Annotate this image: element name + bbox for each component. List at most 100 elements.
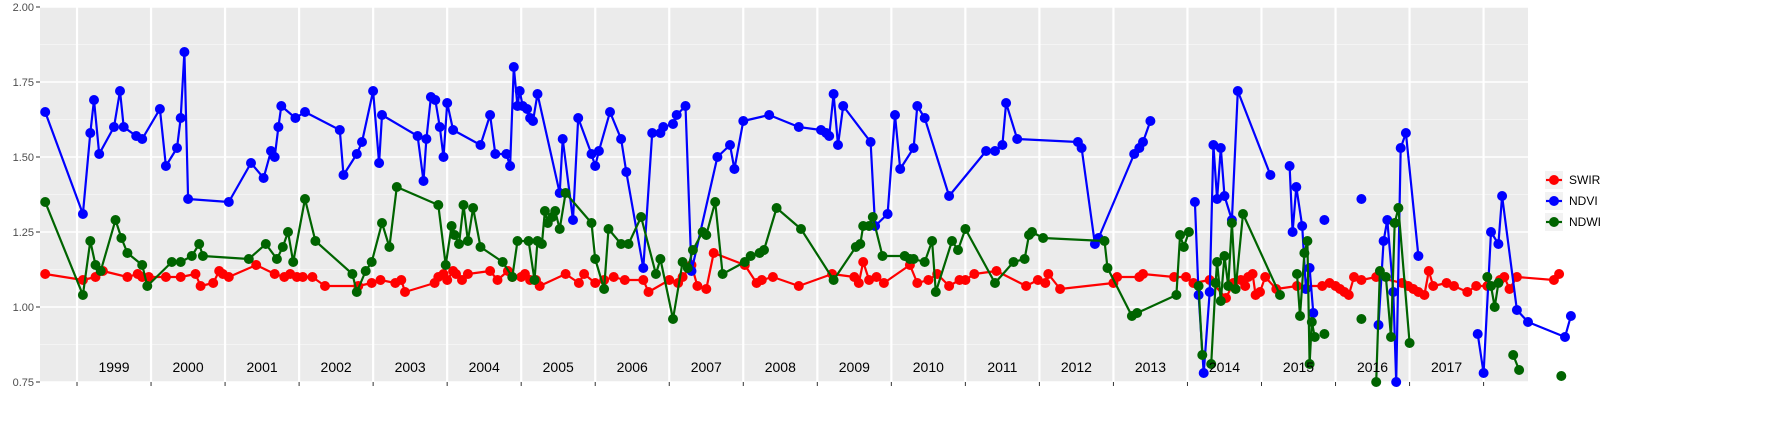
ndwi-point bbox=[771, 203, 782, 213]
swir-point bbox=[793, 281, 804, 291]
ndwi-point bbox=[194, 239, 205, 249]
ndvi-point bbox=[997, 140, 1008, 150]
ndvi-point bbox=[1565, 311, 1576, 321]
ndwi-point bbox=[186, 251, 197, 261]
ndvi-point bbox=[725, 140, 735, 150]
ndwi-point bbox=[1019, 254, 1030, 264]
ndwi-line bbox=[1197, 285, 1204, 356]
ndvi-point bbox=[532, 89, 543, 99]
ndvi-point bbox=[1145, 116, 1156, 126]
swir-point bbox=[251, 260, 262, 270]
ndvi-point bbox=[160, 161, 171, 171]
ndvi-point bbox=[505, 161, 516, 171]
x-axis bbox=[76, 382, 1485, 386]
swir-point bbox=[608, 272, 619, 282]
swir-point bbox=[375, 275, 386, 285]
ndvi-point bbox=[919, 113, 930, 123]
ndvi-point bbox=[605, 107, 615, 117]
ndwi-point bbox=[110, 215, 121, 225]
ndwi-point bbox=[366, 257, 377, 267]
ndwi-point bbox=[137, 260, 148, 270]
ndwi-point bbox=[1171, 290, 1182, 300]
ndvi-point bbox=[522, 104, 533, 114]
ndvi-point bbox=[865, 137, 876, 147]
ndvi-point bbox=[638, 263, 649, 273]
legend-item-ndvi: NDVI bbox=[1545, 192, 1598, 210]
swir-point bbox=[1554, 269, 1565, 279]
ndvi-point bbox=[1497, 191, 1508, 201]
swir-point bbox=[208, 278, 219, 288]
swir-point bbox=[1462, 287, 1473, 297]
swir-point bbox=[195, 281, 206, 291]
ndwi-point bbox=[1493, 278, 1504, 288]
ndwi-point bbox=[454, 239, 464, 249]
ndwi-point bbox=[391, 182, 402, 192]
ndvi-point bbox=[828, 89, 839, 99]
year-label: 2014 bbox=[1209, 359, 1240, 375]
year-labels: 1999 2000 2001 2002 2003 2004 2005 2006 2007 2008… bbox=[98, 359, 1462, 375]
ndvi-point bbox=[300, 107, 310, 117]
ndvi-point bbox=[269, 152, 280, 162]
swir-point bbox=[1138, 269, 1148, 279]
swir-point bbox=[320, 281, 330, 291]
ndwi-point bbox=[277, 242, 288, 252]
legend-item-swir: SWIR bbox=[1545, 171, 1601, 189]
ndvi-line bbox=[44, 50, 1152, 273]
ndvi-point bbox=[1400, 128, 1411, 138]
ndwi-point bbox=[142, 281, 153, 291]
ndwi-point bbox=[1132, 308, 1143, 318]
swir-point bbox=[708, 248, 719, 258]
ndvi-point bbox=[357, 137, 367, 147]
swir-point bbox=[175, 272, 186, 282]
swir-point bbox=[643, 287, 654, 297]
ndvi-point bbox=[838, 101, 849, 111]
ndwi-point bbox=[1226, 218, 1237, 228]
ndwi-line bbox=[1210, 212, 1282, 365]
ndvi-point bbox=[1204, 287, 1215, 297]
swir-point bbox=[223, 272, 234, 282]
swir-point bbox=[858, 257, 869, 267]
ndwi-point bbox=[1309, 332, 1320, 342]
ndwi-point bbox=[599, 284, 610, 294]
ndwi-point bbox=[433, 200, 444, 210]
legend-label: SWIR bbox=[1569, 173, 1601, 187]
y-tick-label: 2.00 bbox=[13, 2, 34, 14]
ndvi-point bbox=[890, 110, 900, 120]
ndwi-point bbox=[759, 245, 769, 255]
ndvi-point bbox=[175, 113, 186, 123]
ndvi-point bbox=[1395, 143, 1406, 153]
swir-point bbox=[619, 275, 630, 285]
ndvi-point bbox=[1189, 197, 1200, 207]
swir-point bbox=[692, 281, 703, 291]
series-ndwi bbox=[40, 182, 1567, 387]
ndwi-point bbox=[550, 206, 561, 216]
ndvi-point bbox=[154, 104, 165, 114]
ndwi-point bbox=[475, 242, 486, 252]
ndwi-point bbox=[40, 197, 51, 207]
ndwi-point bbox=[507, 272, 518, 282]
ndvi-point bbox=[377, 110, 387, 120]
ndwi-point bbox=[1275, 290, 1285, 300]
ndwi-point bbox=[384, 242, 395, 252]
swir-point bbox=[297, 272, 308, 282]
ndvi-point bbox=[616, 134, 627, 144]
swir-point bbox=[944, 281, 955, 291]
ndwi-point bbox=[468, 203, 479, 213]
year-label: 2011 bbox=[987, 359, 1017, 375]
swir-point bbox=[396, 275, 407, 285]
ndvi-point bbox=[621, 167, 632, 177]
ndwi-point bbox=[1178, 242, 1189, 252]
ndvi-point bbox=[990, 146, 1000, 156]
ndvi-point bbox=[508, 62, 519, 72]
ndwi-point bbox=[116, 233, 127, 243]
ndwi-point bbox=[877, 251, 888, 261]
ndwi-point bbox=[122, 248, 133, 258]
ndvi-point bbox=[1304, 263, 1315, 273]
ndvi-point bbox=[448, 125, 459, 135]
ndwi-point bbox=[855, 239, 866, 249]
ndvi-point bbox=[729, 164, 740, 174]
ndwi-point bbox=[1371, 377, 1382, 387]
legend-label: NDWI bbox=[1569, 215, 1601, 229]
year-label: 2015 bbox=[1283, 359, 1314, 375]
ndvi-point bbox=[1219, 191, 1230, 201]
